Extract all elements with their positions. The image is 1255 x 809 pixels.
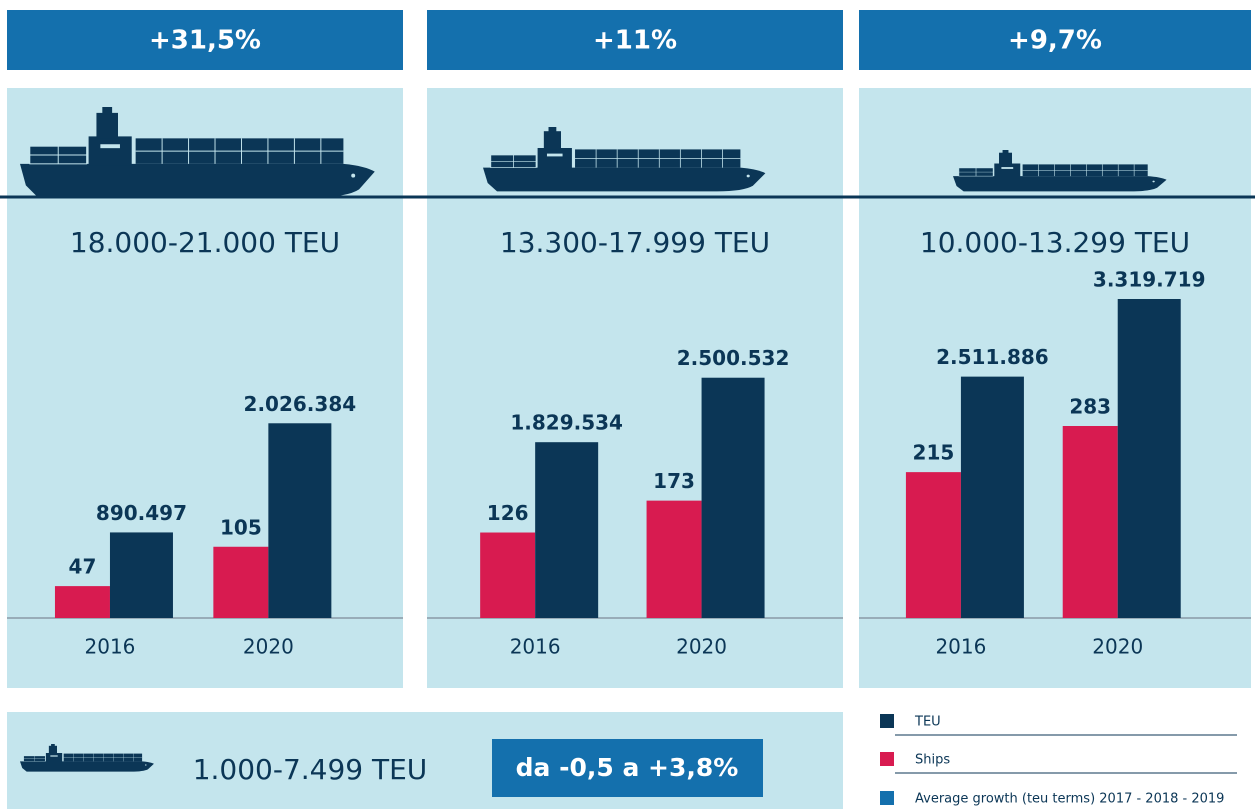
x-tick-label: 2020: [243, 635, 294, 659]
legend-label: TEU: [914, 715, 941, 730]
x-tick-label: 2020: [676, 635, 727, 659]
growth-label: +11%: [593, 26, 677, 56]
value-label: 2.026.384: [244, 392, 357, 416]
bar: [906, 472, 961, 618]
value-label: 890.497: [96, 501, 187, 525]
legend-label: Ships: [915, 753, 950, 768]
legend-swatch: [880, 752, 894, 766]
value-label: 2.511.886: [936, 345, 1049, 369]
value-label: 283: [1069, 395, 1111, 419]
x-tick-label: 2016: [510, 635, 561, 659]
chart-title: 18.000-21.000 TEU: [70, 226, 340, 259]
value-label: 3.319.719: [1093, 268, 1206, 292]
footer-growth: da -0,5 a +3,8%: [516, 753, 739, 782]
legend-swatch: [880, 714, 894, 728]
value-label: 1.829.534: [510, 411, 623, 435]
legend: TEU Ships Average growth (teu terms) 201…: [880, 714, 1237, 807]
value-label: 215: [913, 441, 955, 465]
value-label: 126: [487, 501, 529, 525]
bar: [702, 378, 765, 618]
bar: [1063, 426, 1118, 618]
bar: [961, 377, 1024, 618]
bar: [535, 442, 598, 618]
x-tick-label: 2016: [85, 635, 136, 659]
bar: [213, 547, 268, 618]
bar: [110, 532, 173, 618]
value-label: 2.500.532: [677, 346, 790, 370]
infographic: +31,5% +11% +9,7% 1.000-7.499 TEU da -0,5 …: [0, 0, 1255, 809]
x-tick-label: 2016: [935, 635, 986, 659]
footer-class-label: 1.000-7.499 TEU: [193, 753, 428, 786]
bar: [480, 533, 535, 618]
value-label: 105: [220, 515, 262, 539]
legend-swatch: [880, 791, 894, 805]
growth-label: +9,7%: [1008, 26, 1102, 56]
chart-title: 10.000-13.299 TEU: [920, 226, 1190, 259]
chart-title: 13.300-17.999 TEU: [500, 226, 770, 259]
value-label: 173: [653, 469, 695, 493]
bar: [55, 586, 110, 618]
bar: [268, 423, 331, 618]
bar: [647, 501, 702, 618]
x-tick-label: 2020: [1092, 635, 1143, 659]
bar: [1118, 299, 1181, 618]
legend-label: Average growth (teu terms) 2017 - 2018 -…: [915, 792, 1224, 807]
value-label: 47: [69, 555, 97, 579]
growth-label: +31,5%: [149, 26, 261, 56]
